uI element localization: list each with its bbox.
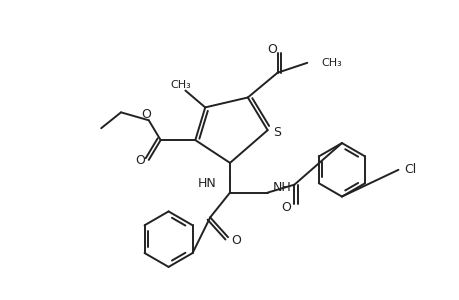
Text: HN: HN: [197, 177, 216, 190]
Text: O: O: [267, 44, 277, 56]
Text: S: S: [273, 126, 281, 139]
Text: CH₃: CH₃: [320, 58, 341, 68]
Text: O: O: [230, 234, 241, 247]
Text: O: O: [140, 108, 151, 121]
Text: NH: NH: [272, 181, 291, 194]
Text: Cl: Cl: [403, 163, 416, 176]
Text: O: O: [281, 201, 291, 214]
Text: O: O: [134, 154, 145, 167]
Text: CH₃: CH₃: [170, 80, 190, 90]
